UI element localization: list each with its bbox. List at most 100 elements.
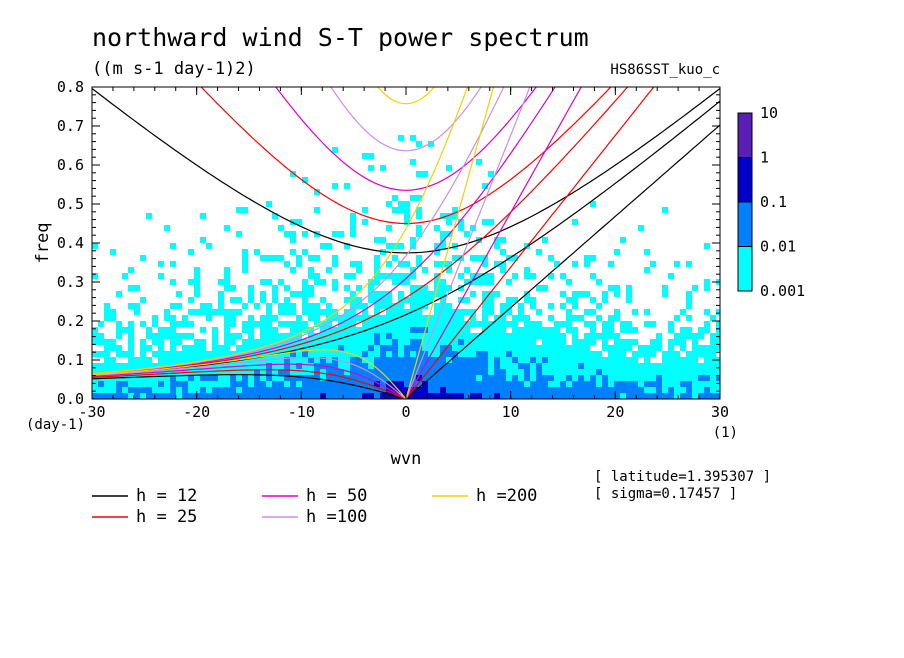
power-cell bbox=[296, 327, 302, 333]
power-cell bbox=[158, 345, 164, 351]
power-cell bbox=[368, 393, 374, 399]
power-cell bbox=[434, 291, 440, 297]
power-cell bbox=[242, 327, 248, 333]
power-cell bbox=[146, 357, 152, 363]
power-cell bbox=[326, 243, 332, 249]
power-cell bbox=[674, 381, 680, 387]
power-cell bbox=[320, 357, 326, 363]
power-cell bbox=[326, 381, 332, 387]
power-cell bbox=[272, 393, 278, 399]
power-cell bbox=[596, 279, 602, 285]
power-cell bbox=[662, 387, 668, 393]
power-cell bbox=[452, 381, 458, 387]
power-cell bbox=[410, 315, 416, 321]
inertio-gravity-curve bbox=[376, 87, 436, 105]
power-cell bbox=[398, 207, 404, 213]
power-cell bbox=[140, 339, 146, 345]
power-cell bbox=[584, 309, 590, 315]
power-cell bbox=[362, 381, 368, 387]
power-cell bbox=[560, 369, 566, 375]
power-cell bbox=[290, 249, 296, 255]
power-cell bbox=[686, 297, 692, 303]
power-cell bbox=[608, 315, 614, 321]
power-cell bbox=[380, 291, 386, 297]
power-cell bbox=[296, 381, 302, 387]
power-cell bbox=[452, 213, 458, 219]
power-cell bbox=[98, 333, 104, 339]
power-cell bbox=[140, 393, 146, 399]
power-cell bbox=[254, 381, 260, 387]
power-cell bbox=[620, 369, 626, 375]
power-cell bbox=[158, 333, 164, 339]
power-cell bbox=[398, 303, 404, 309]
power-cell bbox=[488, 303, 494, 309]
power-cell bbox=[590, 201, 596, 207]
power-cell bbox=[470, 309, 476, 315]
power-cell bbox=[380, 339, 386, 345]
power-cell bbox=[500, 393, 506, 399]
power-cell bbox=[590, 381, 596, 387]
power-cell bbox=[176, 303, 182, 309]
power-cell bbox=[386, 315, 392, 321]
axis-ticks: -30 -20 -10 0 10 20 300.00.10.20.30.40.50.60.7… bbox=[57, 78, 729, 421]
power-cell bbox=[356, 357, 362, 363]
power-cell bbox=[428, 339, 434, 345]
power-cell bbox=[164, 381, 170, 387]
power-cell bbox=[374, 267, 380, 273]
power-cell bbox=[584, 387, 590, 393]
power-cell bbox=[512, 273, 518, 279]
power-cell bbox=[692, 375, 698, 381]
power-cell bbox=[452, 207, 458, 213]
power-cell bbox=[368, 345, 374, 351]
power-cell bbox=[428, 297, 434, 303]
power-cell bbox=[332, 387, 338, 393]
power-cell bbox=[530, 363, 536, 369]
power-cell bbox=[410, 393, 416, 399]
power-cell bbox=[314, 321, 320, 327]
power-cell bbox=[320, 351, 326, 357]
power-cell bbox=[458, 321, 464, 327]
power-cell bbox=[608, 369, 614, 375]
power-cell bbox=[452, 255, 458, 261]
power-cell bbox=[254, 393, 260, 399]
power-cell bbox=[284, 321, 290, 327]
power-cell bbox=[338, 339, 344, 345]
power-cell bbox=[176, 381, 182, 387]
power-cell bbox=[236, 207, 242, 213]
power-cell bbox=[452, 387, 458, 393]
power-cell bbox=[452, 357, 458, 363]
power-cell bbox=[494, 291, 500, 297]
power-cell bbox=[98, 369, 104, 375]
mrg-curve bbox=[92, 87, 556, 375]
power-cell bbox=[566, 309, 572, 315]
power-cell bbox=[386, 369, 392, 375]
power-cell bbox=[572, 381, 578, 387]
power-cell bbox=[332, 183, 338, 189]
power-cell bbox=[524, 351, 530, 357]
power-cell bbox=[446, 381, 452, 387]
power-cell bbox=[92, 393, 98, 399]
power-cell bbox=[206, 351, 212, 357]
power-cell bbox=[98, 321, 104, 327]
power-cell bbox=[92, 375, 98, 381]
power-cell bbox=[662, 393, 668, 399]
power-cell bbox=[296, 375, 302, 381]
power-cell bbox=[482, 345, 488, 351]
power-cell bbox=[398, 135, 404, 141]
power-cell bbox=[488, 171, 494, 177]
power-cell bbox=[272, 381, 278, 387]
power-cell bbox=[650, 375, 656, 381]
power-cell bbox=[236, 333, 242, 339]
power-cell bbox=[368, 333, 374, 339]
power-cell bbox=[614, 351, 620, 357]
power-cell bbox=[470, 225, 476, 231]
power-cell bbox=[278, 375, 284, 381]
power-cell bbox=[446, 387, 452, 393]
power-cell bbox=[374, 321, 380, 327]
power-cell bbox=[572, 375, 578, 381]
power-cell bbox=[572, 369, 578, 375]
power-cell bbox=[446, 213, 452, 219]
power-cell bbox=[590, 273, 596, 279]
power-cell bbox=[446, 351, 452, 357]
power-cell bbox=[266, 315, 272, 321]
